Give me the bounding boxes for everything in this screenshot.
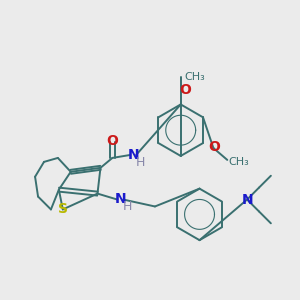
Text: H: H xyxy=(122,200,132,213)
Text: O: O xyxy=(106,134,118,148)
Text: N: N xyxy=(127,148,139,162)
Text: H: H xyxy=(135,156,145,170)
Text: N: N xyxy=(115,191,126,206)
Text: S: S xyxy=(58,202,68,216)
Text: O: O xyxy=(180,82,192,97)
Text: N: N xyxy=(241,193,253,206)
Text: O: O xyxy=(208,140,220,154)
Text: CH₃: CH₃ xyxy=(229,157,250,167)
Text: CH₃: CH₃ xyxy=(184,72,205,82)
